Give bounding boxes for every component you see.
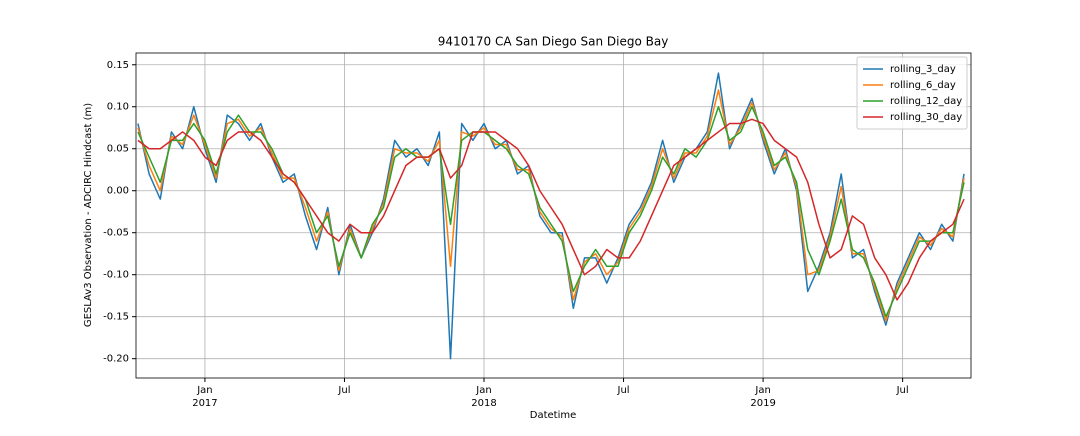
y-tick-label: -0.15	[103, 312, 129, 323]
y-tick-label: -0.05	[103, 228, 129, 239]
legend-label: rolling_12_day	[890, 96, 962, 107]
legend-label: rolling_30_day	[890, 112, 962, 123]
y-tick-label: 0.15	[107, 60, 129, 71]
y-tick-label: 0.00	[107, 186, 129, 197]
x-tick-label: Jul	[896, 385, 909, 396]
line-series	[137, 118, 965, 301]
legend-label: rolling_6_day	[890, 80, 956, 91]
line-series	[137, 72, 965, 360]
x-tick-label: Jul	[337, 385, 350, 396]
x-tick-label: Jan 2017	[192, 385, 217, 409]
x-tick-label: Jan 2018	[471, 385, 496, 409]
legend-label: rolling_3_day	[890, 64, 956, 75]
y-axis-label: GESLAv3 Observation - ADCIRC Hindcast (m…	[83, 103, 94, 327]
x-axis-label: Datetime	[530, 410, 577, 421]
chart-title: 9410170 CA San Diego San Diego Bay	[438, 35, 669, 49]
plot-frame	[135, 52, 972, 379]
x-tick-label: Jul	[617, 385, 630, 396]
line-series	[137, 106, 965, 318]
y-tick-label: 0.10	[107, 102, 129, 113]
legend-box	[856, 56, 968, 130]
y-tick-label: 0.05	[107, 144, 129, 155]
y-tick-label: -0.20	[103, 354, 129, 365]
y-tick-label: -0.10	[103, 270, 129, 281]
x-tick-label: Jan 2019	[750, 385, 775, 409]
